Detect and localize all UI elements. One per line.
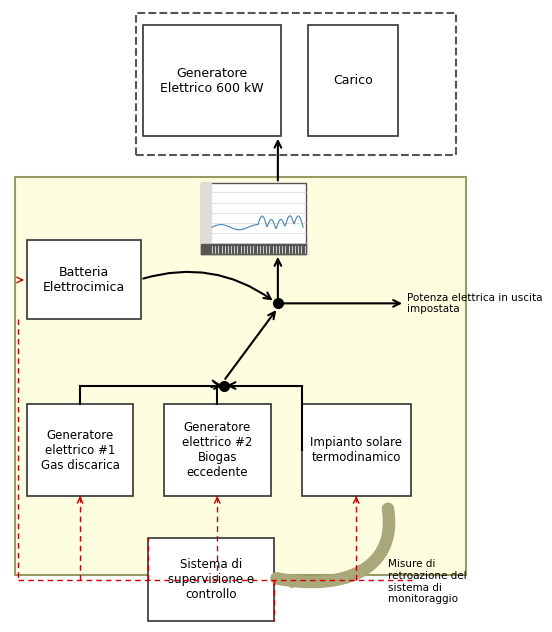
FancyBboxPatch shape [164, 404, 270, 496]
Text: Generatore
elettrico #2
Biogas
eccedente: Generatore elettrico #2 Biogas eccedente [182, 422, 252, 479]
FancyBboxPatch shape [26, 404, 134, 496]
Text: Carico: Carico [333, 74, 373, 87]
Text: Sistema di
supervisione e
controllo: Sistema di supervisione e controllo [168, 558, 254, 601]
Text: Generatore
Elettrico 600 kW: Generatore Elettrico 600 kW [160, 66, 264, 95]
FancyBboxPatch shape [26, 240, 141, 319]
Text: Generatore
elettrico #1
Gas discarica: Generatore elettrico #1 Gas discarica [41, 428, 119, 472]
FancyBboxPatch shape [14, 177, 465, 575]
Text: Impianto solare
termodinamico: Impianto solare termodinamico [310, 436, 402, 465]
FancyBboxPatch shape [143, 25, 282, 136]
FancyBboxPatch shape [301, 404, 411, 496]
FancyBboxPatch shape [148, 538, 274, 621]
Text: Batteria
Elettrocimica: Batteria Elettrocimica [43, 265, 125, 294]
Text: Potenza elettrica in uscita
impostata: Potenza elettrica in uscita impostata [407, 293, 543, 314]
FancyBboxPatch shape [308, 25, 397, 136]
FancyBboxPatch shape [201, 183, 305, 254]
Bar [201, 183, 211, 254]
Text: Misure di
retroazione del
sistema di
monitoraggio: Misure di retroazione del sistema di mon… [388, 559, 466, 604]
Bar [201, 244, 305, 254]
